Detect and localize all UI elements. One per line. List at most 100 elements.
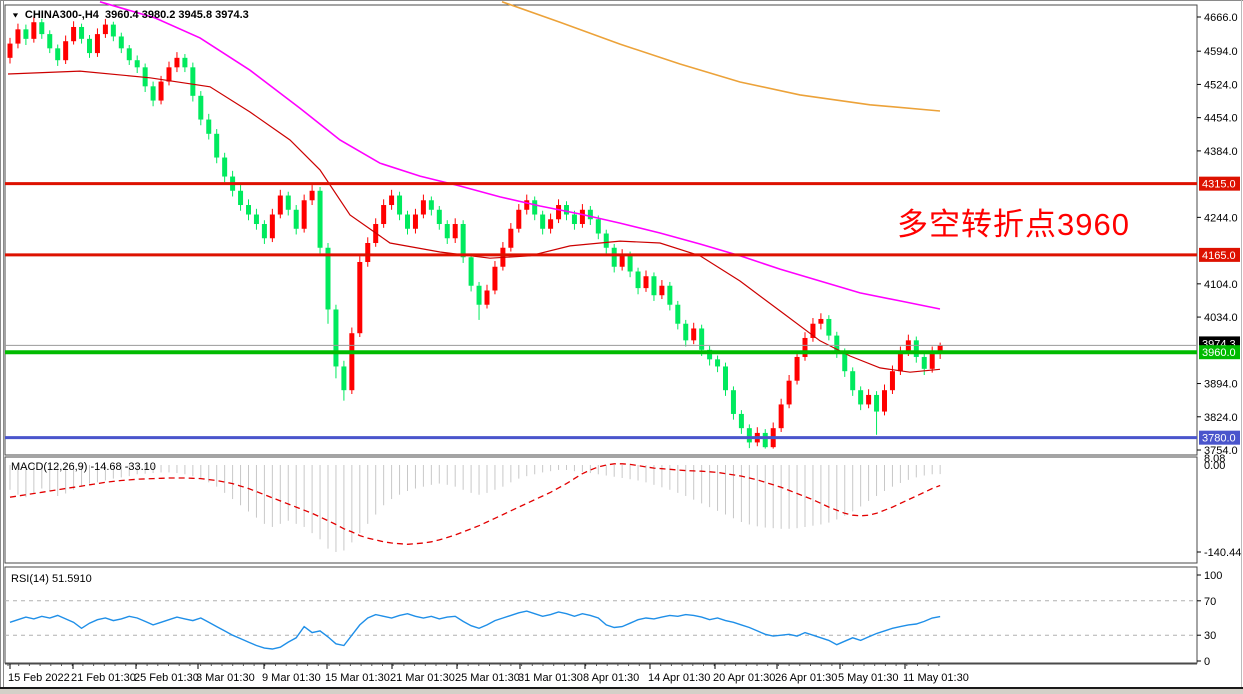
macd-panel[interactable]: [4, 456, 1198, 564]
time-axis-label: 25 Mar 01:30: [455, 672, 520, 684]
time-axis-label: 15 Feb 2022: [8, 672, 70, 684]
rsi-panel[interactable]: [4, 566, 1198, 664]
price-tick-label: 4454.0: [1204, 113, 1238, 125]
candle: [866, 394, 872, 405]
candle: [913, 340, 919, 357]
candle: [858, 390, 864, 405]
price-tick-label: 3824.0: [1204, 412, 1238, 424]
candle: [508, 228, 514, 248]
main-chart-panel[interactable]: [4, 4, 1198, 456]
time-axis-label: 20 Apr 01:30: [713, 672, 775, 684]
candle: [317, 190, 323, 248]
price-tick-label: 3754.0: [1204, 445, 1238, 457]
window-right-edge: [1241, 0, 1242, 688]
candle: [675, 304, 681, 324]
price-tick-label: 4034.0: [1204, 312, 1238, 324]
candle: [556, 205, 562, 220]
candle: [667, 285, 673, 305]
candle: [707, 349, 713, 360]
ma-mid-line: [99, 1, 941, 310]
macd-signal-line: [9, 463, 941, 545]
candle: [55, 48, 61, 61]
candle: [397, 195, 403, 215]
candle: [206, 119, 212, 134]
candle: [476, 285, 482, 305]
candle: [436, 209, 442, 225]
time-axis-label: 21 Feb 01:30: [71, 672, 136, 684]
candle: [532, 200, 538, 215]
candle: [691, 328, 697, 341]
rsi-indicator-label: RSI(14) 51.5910: [11, 573, 92, 585]
candle: [285, 195, 291, 210]
time-axis-label: 11 May 01:30: [903, 672, 969, 684]
candle: [269, 214, 275, 239]
candle: [548, 219, 554, 229]
candle: [786, 380, 792, 405]
candle: [826, 318, 832, 336]
candle: [277, 195, 283, 215]
candle: [571, 214, 577, 225]
candle: [23, 29, 29, 39]
candle: [850, 371, 856, 391]
candle: [897, 352, 903, 372]
candle: [905, 340, 911, 353]
candle: [683, 323, 689, 341]
candle: [198, 95, 204, 120]
candle: [389, 195, 395, 206]
candle: [31, 22, 37, 39]
candle: [595, 219, 601, 234]
candle: [643, 276, 649, 289]
candle: [94, 34, 100, 54]
time-axis-label: 3 Mar 01:30: [196, 672, 255, 684]
candle: [126, 48, 132, 61]
candle: [611, 247, 617, 267]
ma-slow-line: [501, 1, 941, 112]
candle: [699, 328, 705, 350]
annotation-text[interactable]: 多空转折点3960: [897, 207, 1130, 242]
candle: [587, 209, 593, 220]
candle: [730, 390, 736, 414]
candle: [723, 366, 728, 391]
candle: [325, 247, 331, 310]
rsi-line: [9, 610, 941, 650]
time-axis-label: 9 Mar 01:30: [262, 672, 321, 684]
rsi-axis-label: 0: [1204, 656, 1210, 668]
candle: [619, 254, 625, 267]
candle: [564, 205, 569, 215]
candle: [134, 60, 140, 68]
candle: [635, 271, 641, 289]
ohlc-values: 3960.4 3980.2 3945.8 3974.3: [105, 9, 249, 21]
candle: [492, 266, 498, 291]
candle: [15, 29, 21, 44]
candle: [516, 209, 522, 229]
window-bottom-strip: [0, 689, 1243, 694]
candle: [651, 276, 657, 296]
window-left-edge-inner: [3, 0, 4, 688]
candle: [746, 428, 752, 443]
candle: [603, 233, 609, 248]
candle: [166, 67, 172, 82]
collapse-icon[interactable]: ▼: [11, 11, 20, 19]
window-left-edge[interactable]: [0, 0, 1, 694]
candle: [63, 41, 69, 61]
candle: [87, 38, 92, 54]
candle: [190, 67, 196, 96]
candle: [452, 224, 458, 239]
price-tick-label: 4384.0: [1204, 146, 1238, 158]
price-tick-label: 4666.0: [1204, 12, 1238, 24]
candle: [802, 337, 808, 357]
candle: [420, 200, 426, 215]
time-axis-label: 14 Apr 01:30: [648, 672, 710, 684]
level-price-badge: 4315.0: [1202, 179, 1236, 191]
candle: [293, 209, 299, 229]
candle: [460, 224, 466, 258]
candle: [214, 133, 220, 158]
candle: [47, 34, 53, 49]
candle: [579, 209, 585, 225]
candle: [71, 26, 77, 42]
level-price-badge-bg: [1199, 247, 1240, 262]
candle: [341, 366, 347, 391]
rsi-axis-label: 70: [1204, 596, 1216, 608]
price-tick-label: 4244.0: [1204, 212, 1238, 224]
